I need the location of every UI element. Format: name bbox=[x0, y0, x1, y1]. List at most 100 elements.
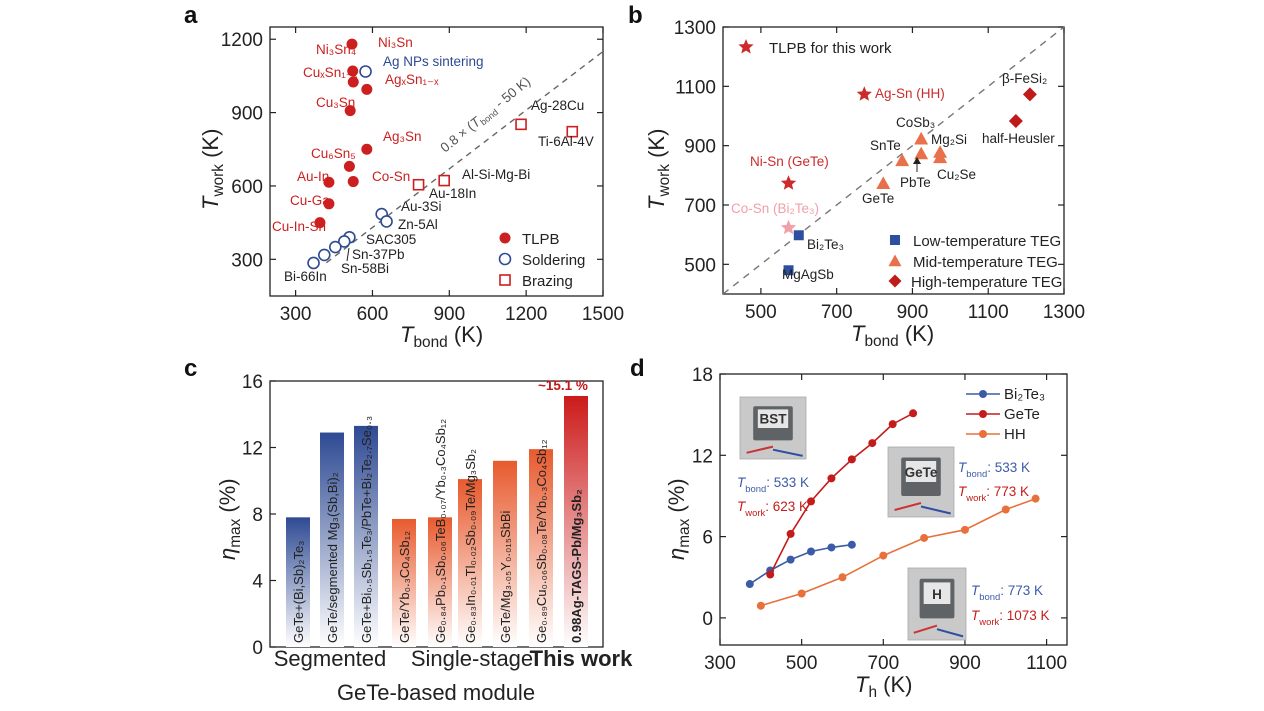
panel-b-legend-marker-diamond bbox=[888, 274, 902, 288]
panel-a-point-label: Cu-In-Sn bbox=[272, 219, 326, 234]
panel-b-point-label: Ni-Sn (GeTe) bbox=[750, 154, 829, 169]
panel-a-point-label: Au-18In bbox=[429, 186, 476, 201]
panel-b-label: b bbox=[628, 2, 643, 29]
panel-c-group-label: Segmented bbox=[274, 646, 387, 671]
panel-a-point-label: Bi-66In bbox=[284, 269, 327, 284]
panel-c-bar-label: Ge₀.₈₉Cu₀.₀₆Sb₀.₀₈Te/Yb₀.₃Co₄Sb₁₂ bbox=[534, 439, 549, 643]
panel-d-annotation-work: Twork: 773 K bbox=[958, 484, 1029, 504]
panel-d-legend-marker bbox=[979, 410, 987, 418]
panel-a-label: a bbox=[184, 2, 198, 29]
panel-b-x-tick-label: 900 bbox=[897, 302, 929, 323]
panel-d-photo-text: GeTe bbox=[905, 465, 938, 480]
panel-a-x-tick-label: 300 bbox=[280, 304, 312, 325]
panel-d-series-point bbox=[827, 474, 836, 483]
panel-a-y-tick-label: 300 bbox=[231, 250, 263, 271]
panel-d-series-point bbox=[1031, 494, 1040, 503]
panel-d-x-tick-label: 500 bbox=[786, 653, 818, 674]
panel-a-legend-marker-tlpb bbox=[499, 232, 511, 244]
panel-c-bar-label: Ge₀.₈₃In₀.₀₁Tl₀.₀₂Sb₀.₀₉Te/Mg₃Sb₂ bbox=[463, 449, 478, 643]
panel-a-y-axis-label: Twork (K) bbox=[198, 129, 227, 210]
panel-a-y-tick-label: 600 bbox=[231, 177, 263, 198]
panel-d-y-tick-label: 0 bbox=[702, 609, 713, 630]
panel-b-point-star bbox=[780, 175, 797, 190]
panel-b-axes-frame bbox=[722, 26, 1065, 295]
panel-d-y-axis-label: ηmax (%) bbox=[664, 478, 693, 560]
panel-c-group-label: Single-stage bbox=[411, 646, 533, 671]
panel-d-photo-plate bbox=[923, 582, 951, 604]
panel-b-x-tick-label: 1300 bbox=[1043, 302, 1085, 323]
panel-b-point-star bbox=[856, 86, 872, 101]
panel-c-bar bbox=[392, 518, 416, 647]
panel-b-point-star bbox=[780, 219, 797, 235]
panel-a-point-soldering bbox=[329, 240, 342, 254]
panel-a-guide-line bbox=[325, 50, 604, 264]
panel-a-point-tlpb bbox=[347, 65, 359, 77]
panel-a-x-tick-label: 1200 bbox=[505, 304, 547, 325]
panel-d-legend-label: GeTe bbox=[1004, 406, 1040, 423]
panel-c-bar bbox=[529, 449, 553, 647]
panel-a-point-label: CuₓSn₁₋ₓ bbox=[303, 65, 358, 80]
panel-a-point-tlpb bbox=[344, 105, 356, 117]
panel-a-point-tlpb bbox=[343, 160, 355, 172]
panel-a-point-label: Zn-5Al bbox=[398, 217, 438, 232]
panel-a-point-label: Cu₆Sn₅ bbox=[311, 146, 356, 161]
panel-b-y-tick-label: 700 bbox=[684, 196, 716, 217]
panel-a-point-soldering bbox=[337, 235, 351, 248]
panel-d-series-point bbox=[756, 601, 765, 610]
panel-c-label: c bbox=[184, 355, 197, 382]
panel-d-photo-plate bbox=[757, 409, 789, 428]
panel-c-x-axis-label: GeTe-based module bbox=[337, 680, 535, 705]
panel-b-point-diamond bbox=[1008, 114, 1023, 129]
panel-d-series-point bbox=[1001, 505, 1010, 514]
panel-d-legend-marker bbox=[979, 430, 987, 438]
panel-c-bar bbox=[320, 432, 344, 647]
panel-d-photo-text: BST bbox=[760, 412, 788, 427]
panel-a-point-label: Ag NPs sintering bbox=[383, 54, 484, 69]
panel-a-point-label: Au-3Si bbox=[401, 199, 442, 214]
panel-a-point-label: Ni₃Sn₄ bbox=[316, 42, 356, 57]
panel-d-y-tick-label: 18 bbox=[692, 365, 713, 386]
panel-b-point-label: Mg₂Si bbox=[931, 132, 967, 147]
panel-a-point-soldering bbox=[380, 215, 393, 228]
panel-a-legend-label: Soldering bbox=[522, 252, 585, 269]
panel-b-point-triangle bbox=[876, 176, 891, 189]
panel-a-point-soldering bbox=[359, 65, 372, 78]
panel-d-photo-plate bbox=[905, 461, 937, 482]
panel-d-y-tick-label: 6 bbox=[702, 528, 713, 549]
panel-d-series-line bbox=[749, 543, 853, 585]
panel-c-bar bbox=[458, 479, 482, 647]
panel-d-series-point bbox=[786, 555, 795, 564]
panel-c-y-tick-label: 16 bbox=[242, 372, 263, 393]
panel-a-point-label: Ag-28Cu bbox=[531, 98, 584, 113]
panel-a-point-brazing bbox=[566, 125, 579, 138]
panel-a-axes-frame bbox=[269, 26, 604, 297]
panel-d-axes-frame bbox=[719, 373, 1068, 646]
panel-d-photo-wire-red bbox=[894, 502, 922, 511]
panel-a-point-label: Au-In bbox=[297, 169, 329, 184]
panel-a-point-soldering bbox=[307, 256, 320, 270]
panel-d-photo-bst bbox=[739, 396, 807, 460]
panel-d-series-point bbox=[797, 589, 806, 598]
panel-a-point-label: Sn-37Pb bbox=[352, 247, 405, 262]
panel-d-series-point bbox=[847, 540, 856, 549]
panel-d-photo-wire-blue bbox=[920, 505, 951, 515]
panel-d-series-point bbox=[868, 439, 877, 448]
panel-d-photo-wire-blue bbox=[772, 448, 803, 457]
panel-c-highlight-label: ~15.1 % bbox=[538, 378, 588, 393]
panel-b-point-label: β-FeSi₂ bbox=[1002, 71, 1047, 86]
panel-b-point-label: GeTe bbox=[862, 191, 894, 206]
panel-b-point-label: half-Heusler bbox=[982, 131, 1055, 146]
panel-a-point-brazing bbox=[438, 174, 450, 187]
panel-a-x-tick-label: 1500 bbox=[582, 304, 624, 325]
panel-d-annotation-work: Twork: 1073 K bbox=[971, 608, 1049, 628]
panel-a-point-tlpb bbox=[323, 176, 335, 188]
panel-d-annotation-bond: Tbond: 533 K bbox=[737, 475, 809, 495]
panel-c-bar-label: GeTe+(Bi,Sb)₂Te₃ bbox=[291, 541, 306, 643]
panel-d-series-point bbox=[920, 533, 929, 542]
panel-b-y-axis-label: Twork (K) bbox=[644, 129, 673, 210]
panel-d-label: d bbox=[630, 355, 645, 382]
panel-a-legend-marker-soldering bbox=[498, 252, 512, 266]
panel-c-bar-label: GeTe+Bi₀.₅Sb₁.₅Te₃/PbTe+Bi₂Te₂.₇Se₀.₃ bbox=[359, 416, 374, 643]
panel-a-y-tick-label: 1200 bbox=[221, 30, 263, 51]
panel-d-photo-wire-blue bbox=[936, 628, 964, 638]
